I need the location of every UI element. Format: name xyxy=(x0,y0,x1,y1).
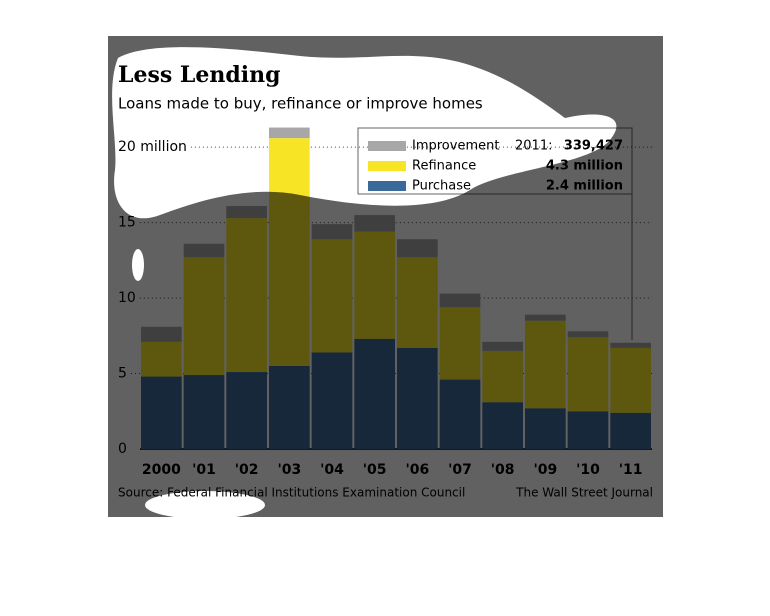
bar-segment xyxy=(311,224,353,240)
x-tick-label: '03 xyxy=(277,462,301,478)
bar-segment xyxy=(311,239,353,353)
x-tick-label: '09 xyxy=(533,462,557,478)
bar-segment xyxy=(226,206,267,219)
bar-segment xyxy=(183,375,225,449)
bar-segment xyxy=(141,376,182,449)
x-tick-label: '08 xyxy=(491,462,515,478)
x-tick-label: '04 xyxy=(320,462,344,478)
bar-segment xyxy=(183,257,225,376)
bar-segment xyxy=(439,379,481,449)
bar-segment xyxy=(482,350,523,403)
bar-segment xyxy=(525,320,566,409)
value-label: 2.4 million xyxy=(546,179,623,194)
bar-segment xyxy=(354,231,395,339)
bar-segment xyxy=(141,326,182,342)
value-label: 339,427 xyxy=(564,139,623,154)
legend-swatch xyxy=(368,141,406,151)
y-tick-label: 15 xyxy=(118,215,136,231)
bar-segment xyxy=(269,366,310,449)
bar-segment xyxy=(397,257,438,348)
y-tick-label: 0 xyxy=(118,441,127,457)
legend-label: Refinance xyxy=(412,159,476,174)
x-tick-label: '01 xyxy=(192,462,216,478)
x-tick-label: '10 xyxy=(576,462,600,478)
value-label: 4.3 million xyxy=(546,159,623,174)
legend-label: Purchase xyxy=(412,179,471,194)
bar-segment xyxy=(610,342,651,348)
bar-segment xyxy=(311,352,353,449)
bar-segment xyxy=(525,408,566,449)
bar-segment xyxy=(397,239,438,258)
x-tick-label: '07 xyxy=(448,462,472,478)
bar-segment xyxy=(567,331,609,338)
bar-segment xyxy=(439,293,481,308)
bar-segment xyxy=(482,341,523,351)
bar-segment xyxy=(610,412,651,449)
bar-segment xyxy=(567,411,609,449)
x-tick-label: '06 xyxy=(405,462,429,478)
annotation: 2011: xyxy=(515,139,552,154)
bar-segment xyxy=(482,402,523,449)
bar-segment xyxy=(354,215,395,232)
bar-segment xyxy=(567,337,609,412)
source: Source: Federal Financial Institutions E… xyxy=(118,486,465,500)
plot: Less Lending Loans made to buy, refinanc… xyxy=(108,36,663,517)
y-tick-label: 20 million xyxy=(118,139,187,155)
x-tick-label: 2000 xyxy=(142,462,181,478)
bar-segment xyxy=(226,218,267,373)
credit: The Wall Street Journal xyxy=(515,486,653,500)
chart-title: Less Lending xyxy=(118,62,280,88)
bar-segment xyxy=(183,243,225,258)
bar-segment xyxy=(525,314,566,321)
legend-swatch xyxy=(368,161,406,171)
x-tick-label: '02 xyxy=(235,462,259,478)
y-tick-label: 5 xyxy=(118,366,127,382)
legend-swatch xyxy=(368,181,406,191)
legend-label: Improvement xyxy=(412,139,499,154)
y-tick-label: 10 xyxy=(118,290,136,306)
x-tick-label: '11 xyxy=(619,462,643,478)
bar-segment xyxy=(141,341,182,377)
bar-segment xyxy=(226,372,267,449)
bar-segment xyxy=(610,347,651,413)
bar-segment xyxy=(439,307,481,380)
bar-segment xyxy=(269,138,310,366)
chart-subtitle: Loans made to buy, refinance or improve … xyxy=(118,95,483,113)
bar-segment xyxy=(354,338,395,449)
x-tick-label: '05 xyxy=(363,462,387,478)
bar-segment xyxy=(269,127,310,139)
bar-segment xyxy=(397,347,438,449)
